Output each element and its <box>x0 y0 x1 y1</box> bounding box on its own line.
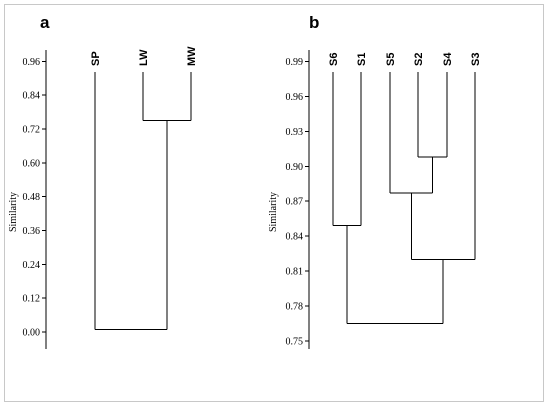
y-tick-label: 0.81 <box>286 267 304 278</box>
y-tick-label: 0.00 <box>23 328 41 339</box>
panel-a-label: a <box>40 13 50 32</box>
y-tick-label: 0.87 <box>286 197 304 208</box>
leaf-label-lw: LW <box>138 49 150 66</box>
y-tick-label: 0.75 <box>286 336 304 347</box>
y-tick-label: 0.93 <box>286 127 304 138</box>
leaf-label-s1: S1 <box>356 53 368 66</box>
panel-b-ylabel: Similarity <box>268 192 279 232</box>
y-tick-label: 0.96 <box>286 92 304 103</box>
leaf-label-s4: S4 <box>442 52 454 66</box>
y-tick-label: 0.90 <box>286 162 304 173</box>
y-tick-label: 0.84 <box>286 232 304 243</box>
y-tick-label: 0.24 <box>23 260 41 271</box>
y-tick-label: 0.60 <box>23 158 41 169</box>
y-tick-label: 0.72 <box>23 124 41 135</box>
leaf-label-s6: S6 <box>328 53 340 66</box>
y-tick-label: 0.99 <box>286 57 304 68</box>
leaf-label-s5: S5 <box>385 53 397 66</box>
panel-a-ylabel: Similarity <box>8 192 19 232</box>
leaf-label-s3: S3 <box>470 53 482 66</box>
leaf-label-sp: SP <box>90 51 102 66</box>
panel-a-dendrogram: a Similarity 0.00 0.12 0.24 0.36 0.48 0.60 0.7… <box>8 13 198 349</box>
y-tick-label: 0.96 <box>23 57 41 68</box>
figure-frame <box>4 4 544 402</box>
y-tick-label: 0.48 <box>23 192 41 203</box>
leaf-label-s2: S2 <box>413 53 425 66</box>
y-tick-label: 0.12 <box>23 294 41 305</box>
panel-b-dendrogram: b Similarity 0.75 0.78 0.81 0.84 0.87 0.90 0.9… <box>268 13 482 349</box>
y-tick-label: 0.78 <box>286 301 304 312</box>
leaf-label-mw: MW <box>186 46 198 66</box>
y-tick-label: 0.36 <box>23 226 41 237</box>
panel-b-label: b <box>309 13 319 32</box>
y-tick-label: 0.84 <box>23 91 41 102</box>
